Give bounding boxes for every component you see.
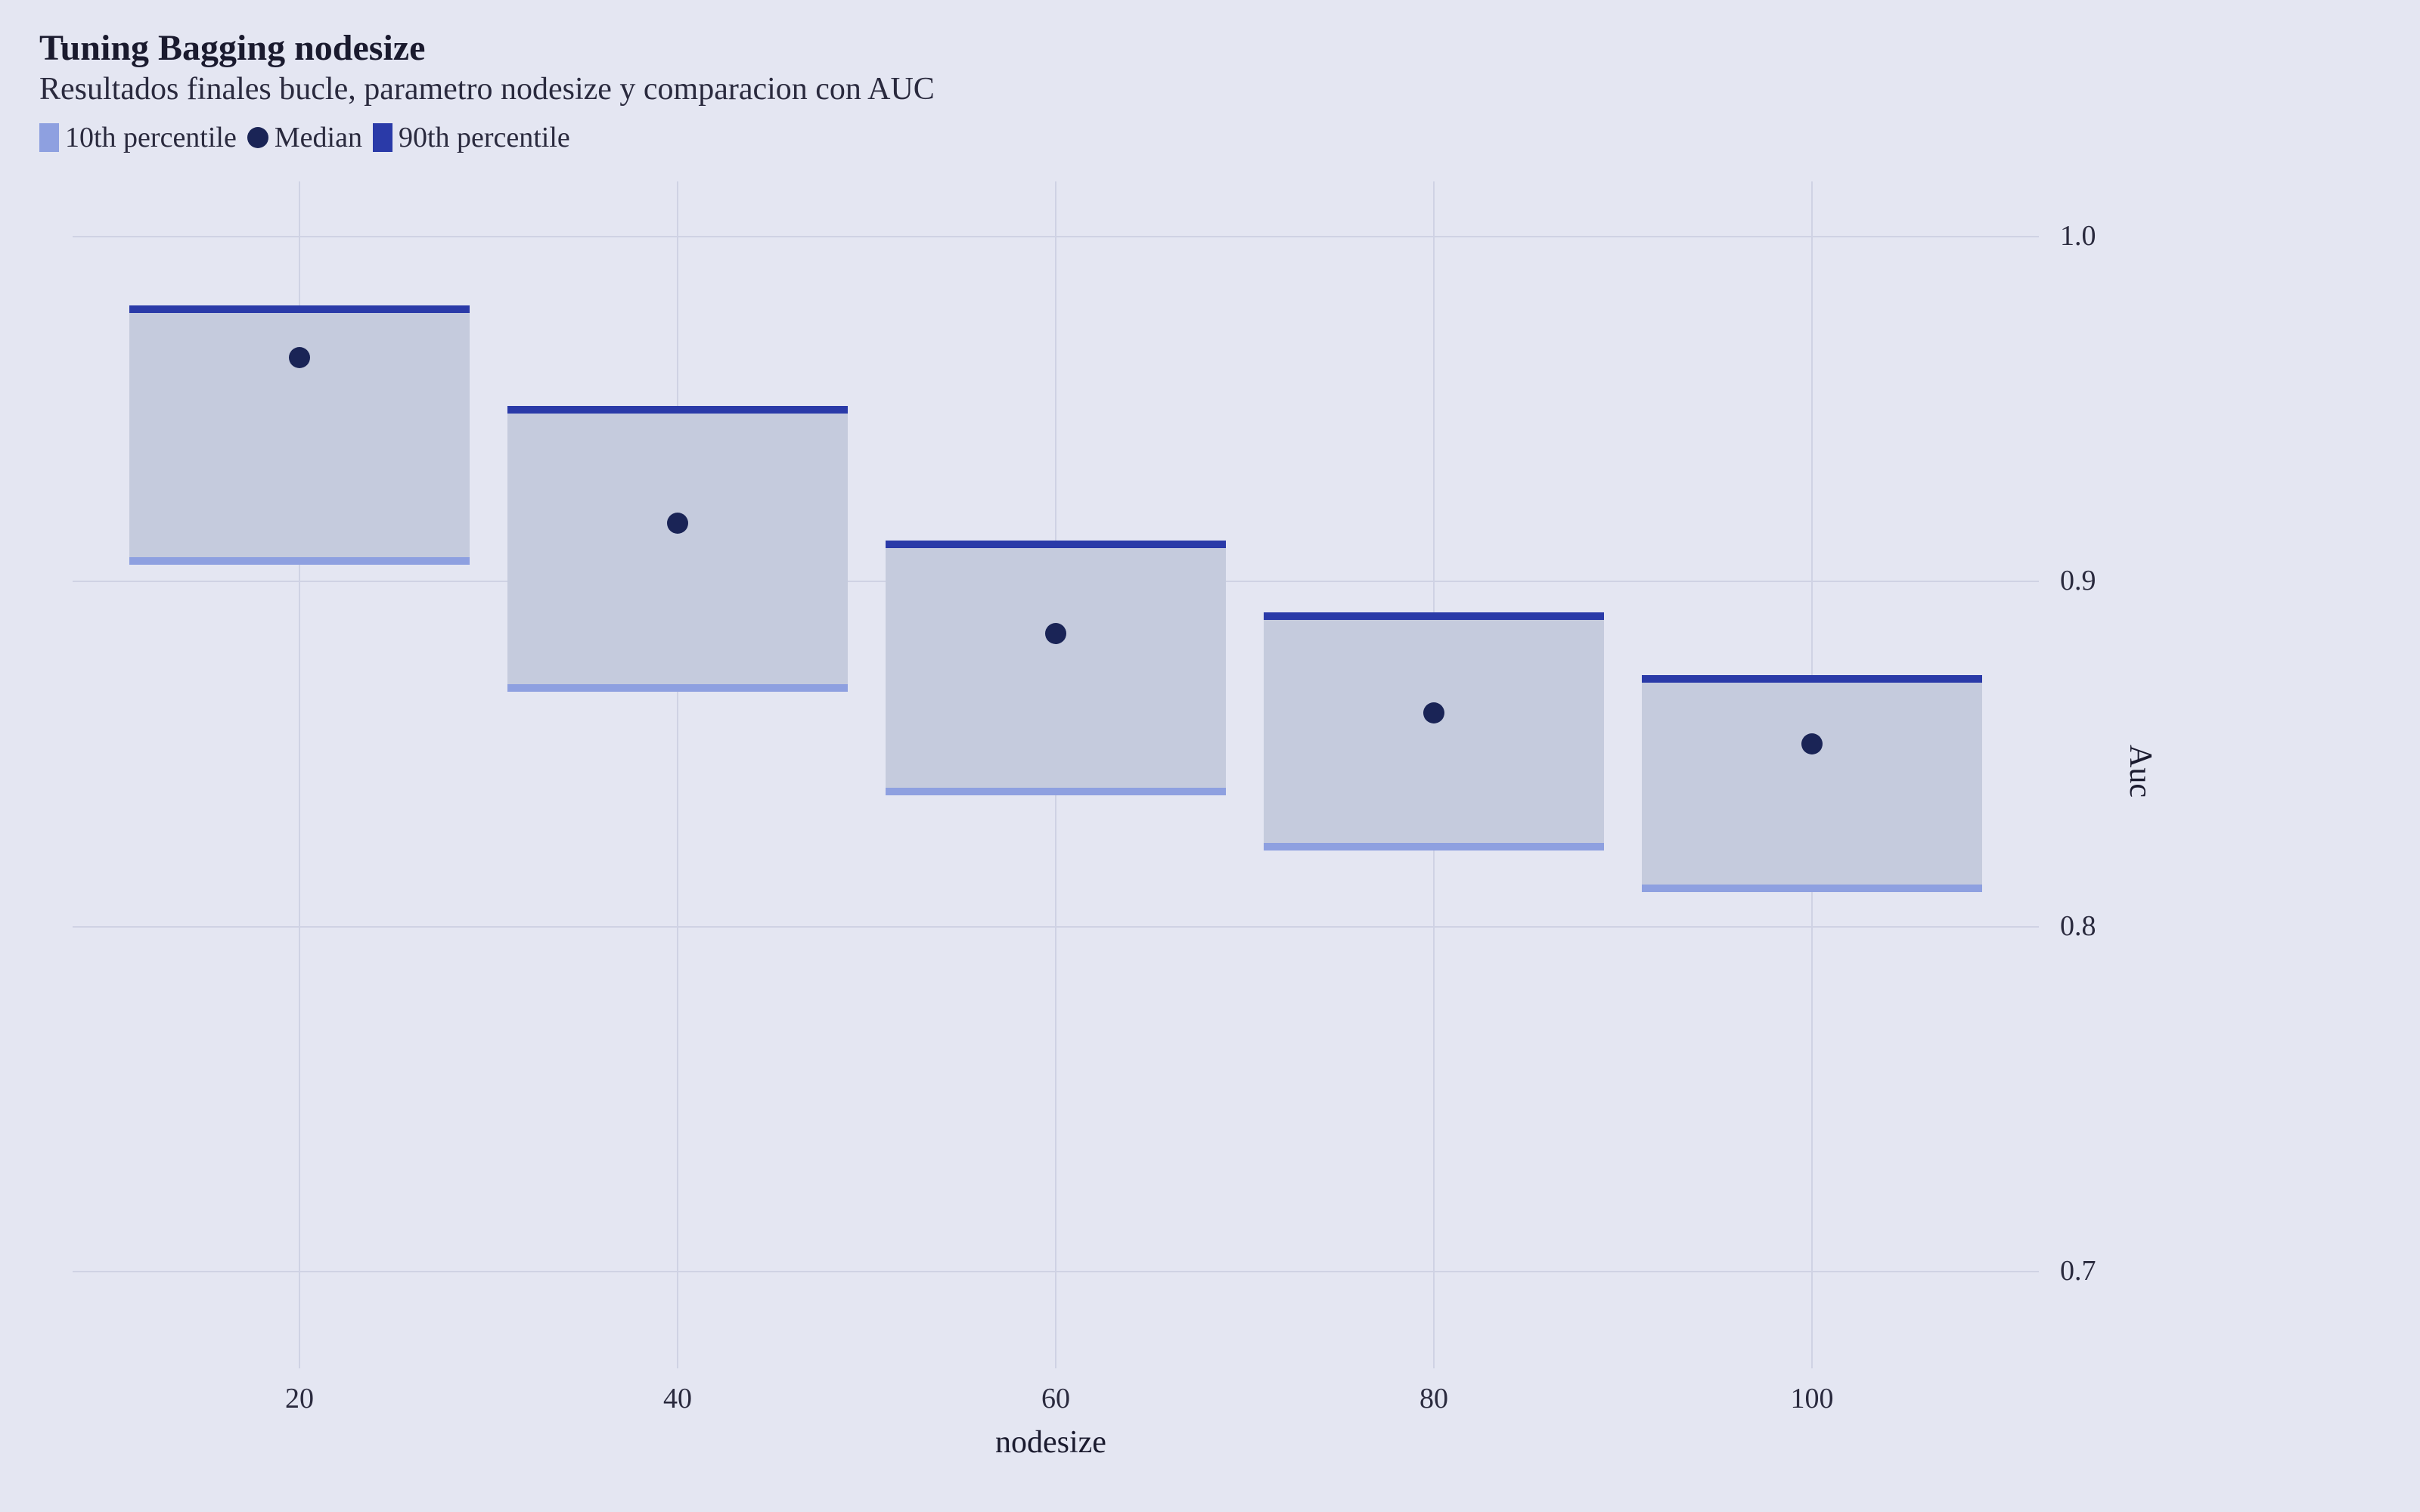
legend-swatch <box>247 127 268 148</box>
median-dot <box>1801 733 1823 754</box>
x-tick-label: 40 <box>640 1382 715 1415</box>
y-tick-label: 0.8 <box>2060 909 2096 943</box>
y-axis-label: Auc <box>2122 745 2158 798</box>
legend-label: 90th percentile <box>399 121 570 154</box>
median-dot <box>667 513 688 534</box>
chart-title: Tuning Bagging nodesize <box>39 27 425 69</box>
y-tick-label: 0.9 <box>2060 564 2096 597</box>
y-tick-label: 1.0 <box>2060 219 2096 253</box>
median-dot <box>1045 623 1066 644</box>
plot-area <box>73 181 2039 1368</box>
percentile-box <box>129 305 470 564</box>
legend-swatch <box>39 123 59 152</box>
percentile-box <box>886 541 1226 796</box>
chart-subtitle: Resultados finales bucle, parametro node… <box>39 71 935 107</box>
legend-label: Median <box>275 121 362 154</box>
legend-item: 10th percentile <box>39 121 237 154</box>
x-tick-label: 60 <box>1018 1382 1094 1415</box>
gridline-v <box>677 181 678 1368</box>
median-dot <box>1423 702 1444 723</box>
x-axis-label: nodesize <box>995 1424 1106 1461</box>
x-tick-label: 80 <box>1396 1382 1472 1415</box>
legend-label: 10th percentile <box>65 121 237 154</box>
legend-item: 90th percentile <box>373 121 570 154</box>
percentile-box <box>1642 675 1982 893</box>
y-tick-label: 0.7 <box>2060 1254 2096 1287</box>
legend-item: Median <box>247 121 362 154</box>
median-dot <box>289 347 310 368</box>
chart-container: Tuning Bagging nodesize Resultados final… <box>0 0 2420 1512</box>
x-tick-label: 20 <box>262 1382 337 1415</box>
percentile-box <box>1264 612 1604 850</box>
legend-swatch <box>373 123 392 152</box>
percentile-box <box>507 406 848 692</box>
x-tick-label: 100 <box>1774 1382 1850 1415</box>
legend: 10th percentile Median 90th percentile <box>39 121 570 154</box>
